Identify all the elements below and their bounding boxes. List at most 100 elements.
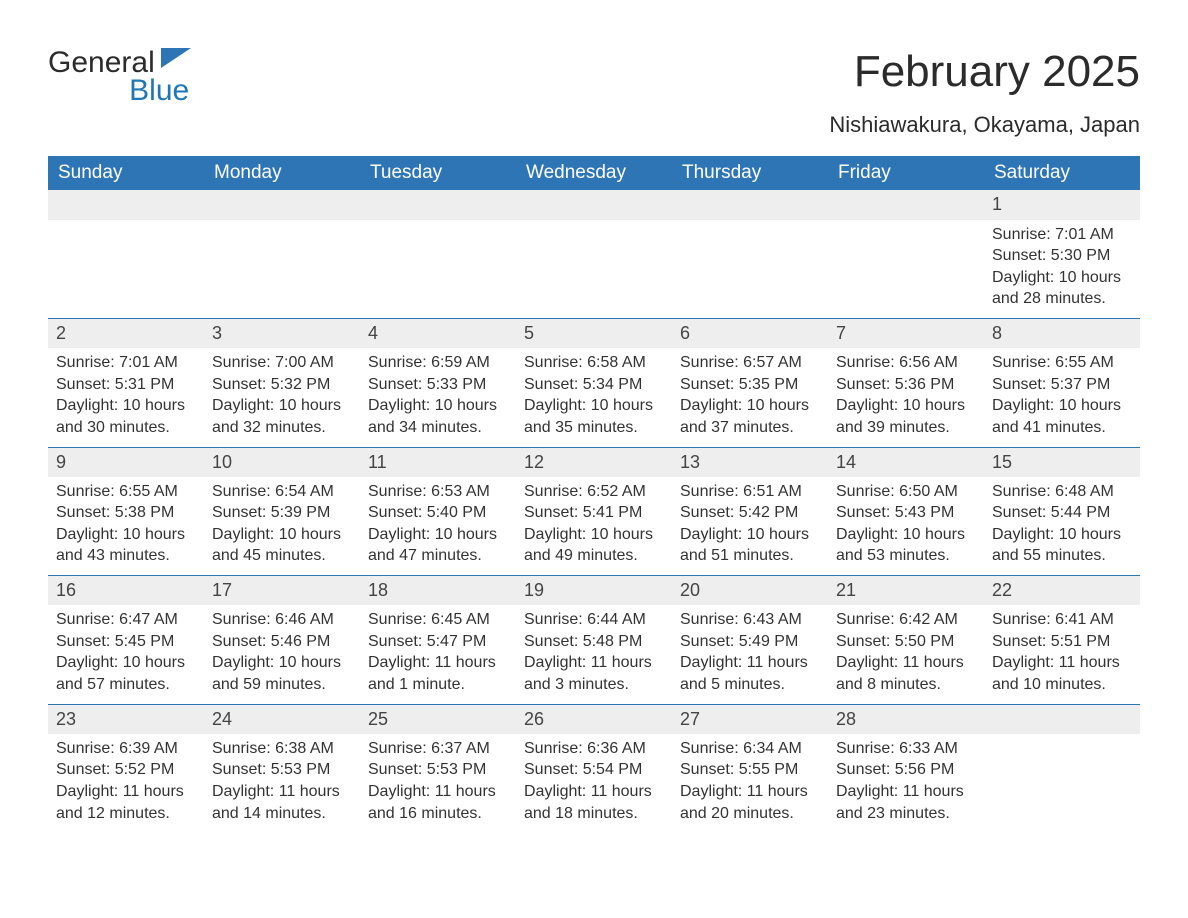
sunrise-line: Sunrise: 6:37 AM (368, 738, 508, 760)
day-number (516, 190, 672, 219)
calendar-day-cell: 16Sunrise: 6:47 AMSunset: 5:45 PMDayligh… (48, 576, 204, 704)
day-details: Sunrise: 6:37 AMSunset: 5:53 PMDaylight:… (360, 734, 516, 832)
day-header: Friday (828, 156, 984, 190)
calendar-week-row: 2Sunrise: 7:01 AMSunset: 5:31 PMDaylight… (48, 319, 1140, 447)
day-header: Saturday (984, 156, 1140, 190)
day-header: Sunday (48, 156, 204, 190)
calendar-header-row: SundayMondayTuesdayWednesdayThursdayFrid… (48, 156, 1140, 190)
daylight-line: Daylight: 10 hours and 55 minutes. (992, 524, 1132, 567)
day-number: 1 (984, 190, 1140, 219)
sunset-line: Sunset: 5:31 PM (56, 374, 196, 396)
calendar-day-cell: 2Sunrise: 7:01 AMSunset: 5:31 PMDaylight… (48, 319, 204, 447)
day-details: Sunrise: 7:01 AMSunset: 5:31 PMDaylight:… (48, 348, 204, 446)
sunrise-line: Sunrise: 6:53 AM (368, 481, 508, 503)
sunset-line: Sunset: 5:51 PM (992, 631, 1132, 653)
day-number: 17 (204, 576, 360, 605)
day-details: Sunrise: 6:38 AMSunset: 5:53 PMDaylight:… (204, 734, 360, 832)
calendar-day-cell: 25Sunrise: 6:37 AMSunset: 5:53 PMDayligh… (360, 705, 516, 833)
day-number: 19 (516, 576, 672, 605)
sunset-line: Sunset: 5:50 PM (836, 631, 976, 653)
day-number: 4 (360, 319, 516, 348)
sunset-line: Sunset: 5:36 PM (836, 374, 976, 396)
day-number: 26 (516, 705, 672, 734)
sunset-line: Sunset: 5:48 PM (524, 631, 664, 653)
day-details: Sunrise: 6:41 AMSunset: 5:51 PMDaylight:… (984, 605, 1140, 703)
sunset-line: Sunset: 5:46 PM (212, 631, 352, 653)
daylight-line: Daylight: 11 hours and 10 minutes. (992, 652, 1132, 695)
sunset-line: Sunset: 5:33 PM (368, 374, 508, 396)
sunset-line: Sunset: 5:44 PM (992, 502, 1132, 524)
daylight-line: Daylight: 10 hours and 59 minutes. (212, 652, 352, 695)
daylight-line: Daylight: 10 hours and 53 minutes. (836, 524, 976, 567)
calendar-table: SundayMondayTuesdayWednesdayThursdayFrid… (48, 156, 1140, 832)
day-details: Sunrise: 6:58 AMSunset: 5:34 PMDaylight:… (516, 348, 672, 446)
sunrise-line: Sunrise: 6:36 AM (524, 738, 664, 760)
sunset-line: Sunset: 5:45 PM (56, 631, 196, 653)
day-number: 16 (48, 576, 204, 605)
sunrise-line: Sunrise: 6:54 AM (212, 481, 352, 503)
calendar-day-cell: 5Sunrise: 6:58 AMSunset: 5:34 PMDaylight… (516, 319, 672, 447)
day-number (48, 190, 204, 219)
sunrise-line: Sunrise: 6:33 AM (836, 738, 976, 760)
day-details: Sunrise: 6:34 AMSunset: 5:55 PMDaylight:… (672, 734, 828, 832)
calendar-empty-cell (828, 190, 984, 318)
title-block: February 2025 Nishiawakura, Okayama, Jap… (829, 48, 1140, 148)
day-number: 6 (672, 319, 828, 348)
sunrise-line: Sunrise: 6:55 AM (56, 481, 196, 503)
calendar-day-cell: 21Sunrise: 6:42 AMSunset: 5:50 PMDayligh… (828, 576, 984, 704)
calendar-page: General Blue February 2025 Nishiawakura,… (0, 0, 1188, 873)
day-number: 14 (828, 448, 984, 477)
location-subtitle: Nishiawakura, Okayama, Japan (829, 112, 1140, 138)
daylight-line: Daylight: 11 hours and 14 minutes. (212, 781, 352, 824)
calendar-empty-cell (984, 705, 1140, 833)
daylight-line: Daylight: 10 hours and 47 minutes. (368, 524, 508, 567)
day-details: Sunrise: 6:36 AMSunset: 5:54 PMDaylight:… (516, 734, 672, 832)
daylight-line: Daylight: 10 hours and 28 minutes. (992, 267, 1132, 310)
sunset-line: Sunset: 5:43 PM (836, 502, 976, 524)
calendar-week-row: 9Sunrise: 6:55 AMSunset: 5:38 PMDaylight… (48, 448, 1140, 576)
calendar-day-cell: 20Sunrise: 6:43 AMSunset: 5:49 PMDayligh… (672, 576, 828, 704)
daylight-line: Daylight: 10 hours and 39 minutes. (836, 395, 976, 438)
sunrise-line: Sunrise: 6:44 AM (524, 609, 664, 631)
day-details: Sunrise: 6:56 AMSunset: 5:36 PMDaylight:… (828, 348, 984, 446)
calendar-day-cell: 12Sunrise: 6:52 AMSunset: 5:41 PMDayligh… (516, 448, 672, 576)
day-details: Sunrise: 6:33 AMSunset: 5:56 PMDaylight:… (828, 734, 984, 832)
day-details: Sunrise: 6:57 AMSunset: 5:35 PMDaylight:… (672, 348, 828, 446)
daylight-line: Daylight: 10 hours and 57 minutes. (56, 652, 196, 695)
day-number: 7 (828, 319, 984, 348)
month-title: February 2025 (829, 48, 1140, 96)
sunset-line: Sunset: 5:42 PM (680, 502, 820, 524)
sunrise-line: Sunrise: 6:42 AM (836, 609, 976, 631)
sunset-line: Sunset: 5:34 PM (524, 374, 664, 396)
sunrise-line: Sunrise: 6:48 AM (992, 481, 1132, 503)
logo-word-blue: Blue (48, 76, 191, 106)
calendar-day-cell: 28Sunrise: 6:33 AMSunset: 5:56 PMDayligh… (828, 705, 984, 833)
day-number (828, 190, 984, 219)
header-row: General Blue February 2025 Nishiawakura,… (48, 48, 1140, 148)
day-details: Sunrise: 6:39 AMSunset: 5:52 PMDaylight:… (48, 734, 204, 832)
day-number: 18 (360, 576, 516, 605)
sunset-line: Sunset: 5:38 PM (56, 502, 196, 524)
calendar-day-cell: 17Sunrise: 6:46 AMSunset: 5:46 PMDayligh… (204, 576, 360, 704)
day-details: Sunrise: 7:00 AMSunset: 5:32 PMDaylight:… (204, 348, 360, 446)
calendar-day-cell: 9Sunrise: 6:55 AMSunset: 5:38 PMDaylight… (48, 448, 204, 576)
day-number: 5 (516, 319, 672, 348)
day-number: 8 (984, 319, 1140, 348)
calendar-empty-cell (48, 190, 204, 318)
calendar-day-cell: 18Sunrise: 6:45 AMSunset: 5:47 PMDayligh… (360, 576, 516, 704)
day-number: 28 (828, 705, 984, 734)
sunset-line: Sunset: 5:39 PM (212, 502, 352, 524)
day-number: 22 (984, 576, 1140, 605)
sunset-line: Sunset: 5:32 PM (212, 374, 352, 396)
calendar-empty-cell (516, 190, 672, 318)
sunset-line: Sunset: 5:47 PM (368, 631, 508, 653)
sunrise-line: Sunrise: 6:38 AM (212, 738, 352, 760)
day-details: Sunrise: 6:53 AMSunset: 5:40 PMDaylight:… (360, 477, 516, 575)
daylight-line: Daylight: 11 hours and 18 minutes. (524, 781, 664, 824)
daylight-line: Daylight: 10 hours and 51 minutes. (680, 524, 820, 567)
day-number: 20 (672, 576, 828, 605)
calendar-day-cell: 10Sunrise: 6:54 AMSunset: 5:39 PMDayligh… (204, 448, 360, 576)
daylight-line: Daylight: 11 hours and 12 minutes. (56, 781, 196, 824)
sunrise-line: Sunrise: 7:00 AM (212, 352, 352, 374)
sunset-line: Sunset: 5:37 PM (992, 374, 1132, 396)
